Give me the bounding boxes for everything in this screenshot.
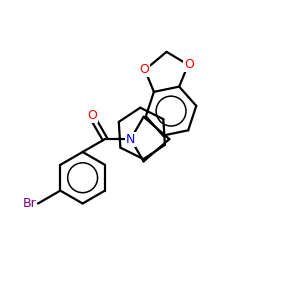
Text: Br: Br xyxy=(22,197,36,210)
Text: O: O xyxy=(139,64,149,76)
Text: O: O xyxy=(184,58,194,71)
Text: O: O xyxy=(87,109,97,122)
Text: N: N xyxy=(126,133,135,146)
